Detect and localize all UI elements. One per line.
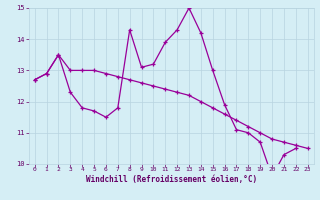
X-axis label: Windchill (Refroidissement éolien,°C): Windchill (Refroidissement éolien,°C)	[86, 175, 257, 184]
